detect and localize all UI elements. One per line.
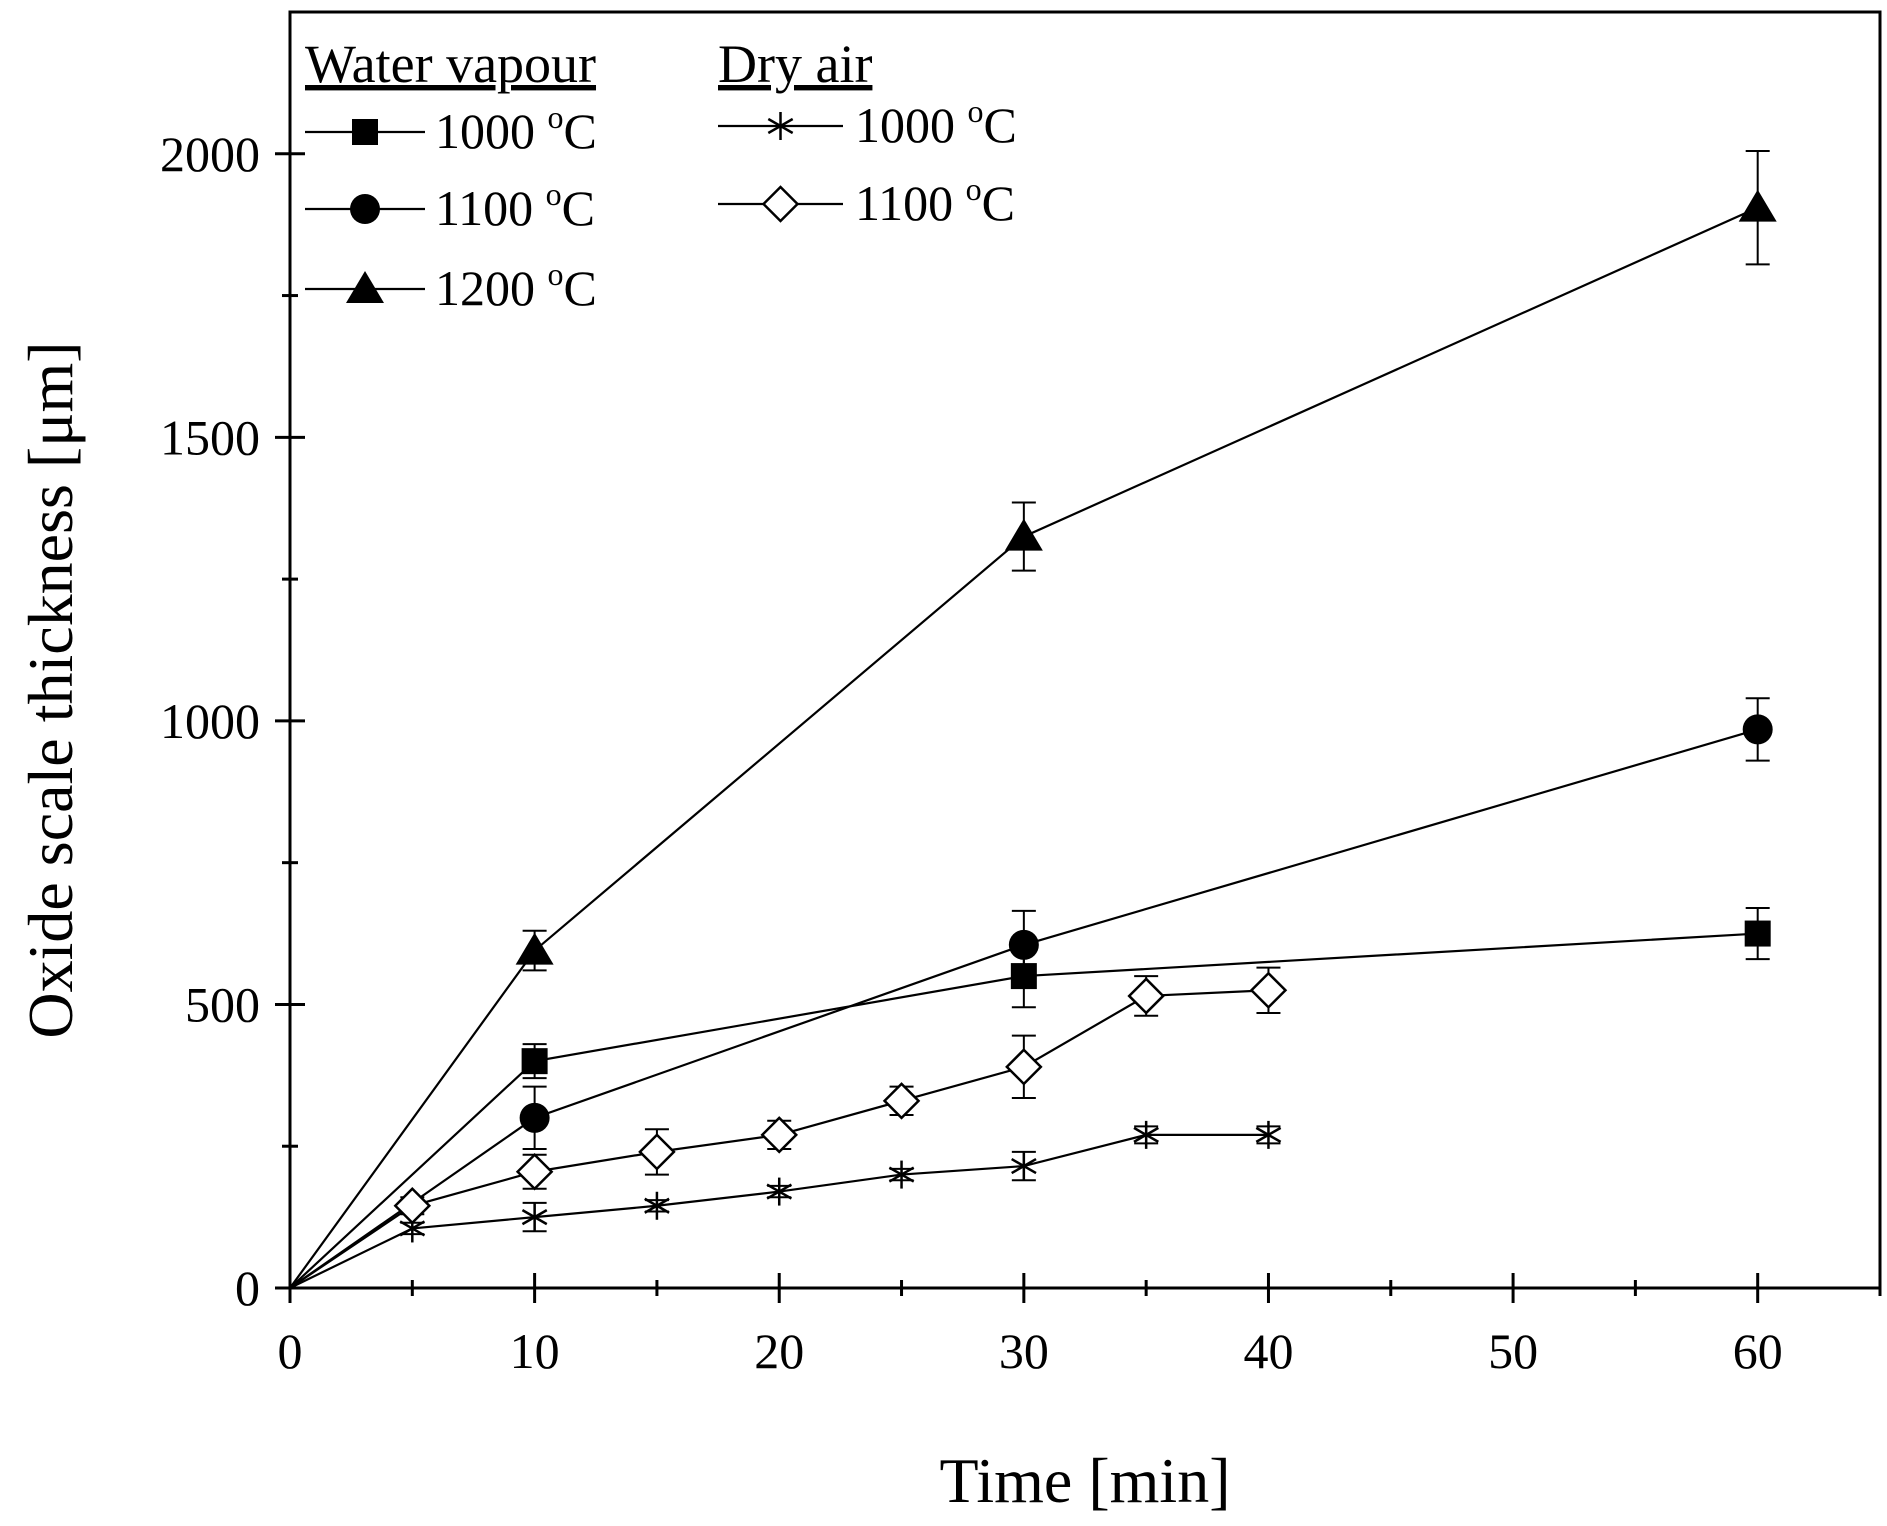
data-point (1004, 518, 1043, 551)
data-point (1011, 1152, 1037, 1181)
series-line (289, 932, 1758, 1289)
legend-marker (352, 119, 378, 145)
series-dry-air-1000 (289, 1120, 1282, 1289)
series-line (289, 1133, 1269, 1289)
legend-marker (350, 194, 380, 224)
legend-heading: Water vapour (305, 34, 596, 94)
y-tick-label: 1500 (160, 409, 260, 465)
legend-entry: 1200 oC (305, 256, 597, 316)
y-tick-label: 500 (185, 976, 260, 1032)
data-point (1133, 1120, 1159, 1149)
y-axis-title: Oxide scale thickness [μm] (15, 341, 86, 1038)
data-point (393, 1187, 432, 1225)
legend-marker (346, 271, 384, 303)
x-tick-label: 0 (278, 1323, 303, 1379)
data-point (888, 1160, 915, 1189)
legend-marker (761, 185, 800, 223)
data-point (521, 1048, 548, 1075)
data-point (521, 1203, 548, 1232)
x-tick-label: 20 (754, 1323, 804, 1379)
data-point (644, 1191, 670, 1220)
legend-entry: 1100 oC (305, 176, 595, 236)
data-point (1008, 929, 1039, 960)
series-line (289, 728, 1759, 1289)
legend-label: 1100 oC (855, 171, 1015, 231)
legend-label: 1100 oC (435, 176, 595, 236)
data-point (1255, 1120, 1282, 1149)
legend-heading: Dry air (718, 34, 872, 94)
y-tick-label: 2000 (160, 126, 260, 182)
data-point (760, 1116, 798, 1154)
data-point (882, 1082, 921, 1120)
data-point (1744, 920, 1771, 947)
data-point (1249, 971, 1288, 1010)
data-point (515, 932, 554, 965)
x-tick-label: 40 (1243, 1323, 1293, 1379)
series-dry-air-1100 (289, 966, 1288, 1289)
data-point (519, 1102, 550, 1133)
y-tick-label: 0 (235, 1260, 260, 1316)
legend-entry: 1000 oC (718, 93, 1017, 153)
series-water-vapour-1100 (289, 697, 1773, 1289)
x-tick-label: 50 (1488, 1323, 1538, 1379)
data-point (638, 1133, 676, 1171)
data-point (1005, 1048, 1043, 1086)
legend-entry: 1000 oC (305, 99, 597, 159)
plot-frame (288, 10, 1882, 1290)
data-point (1742, 714, 1773, 745)
series-line (289, 206, 1759, 1289)
x-tick-label: 10 (510, 1323, 560, 1379)
legend-label: 1200 oC (435, 256, 597, 316)
data-point (1127, 977, 1165, 1015)
x-tick-label: 30 (999, 1323, 1049, 1379)
legend-label: 1000 oC (435, 99, 597, 159)
x-tick-label: 60 (1733, 1323, 1783, 1379)
y-tick-label: 1000 (160, 693, 260, 749)
x-axis-title: Time [min] (940, 1445, 1231, 1516)
data-point (766, 1177, 793, 1206)
data-point (515, 1152, 554, 1191)
legend-entry: 1100 oC (718, 171, 1015, 231)
legend-marker (767, 112, 794, 140)
legend-label: 1000 oC (855, 93, 1017, 153)
data-point (1738, 189, 1777, 222)
series-water-vapour-1200 (289, 149, 1777, 1289)
